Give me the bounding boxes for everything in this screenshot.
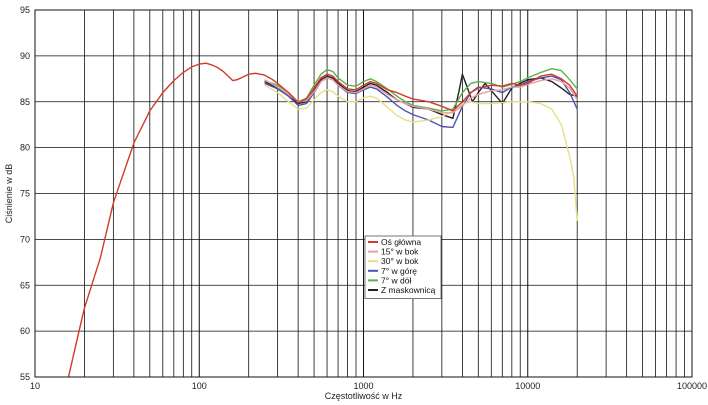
y-axis-title: Ciśnienie w dB bbox=[4, 164, 14, 224]
series-line bbox=[264, 67, 578, 112]
y-tick-label: 90 bbox=[20, 51, 30, 61]
legend-entry: 7° w górę bbox=[381, 266, 417, 276]
x-tick-label: 10 bbox=[30, 381, 40, 391]
legend-entry: 30° w bok bbox=[381, 256, 419, 266]
x-tick-label: 100 bbox=[192, 381, 207, 391]
series-line bbox=[264, 84, 578, 222]
y-tick-label: 55 bbox=[20, 372, 30, 382]
y-tick-label: 80 bbox=[20, 143, 30, 153]
y-tick-label: 95 bbox=[20, 5, 30, 15]
legend-entry: 15° w bok bbox=[381, 247, 419, 257]
tick-labels: 55 60 65 70 75 80 85 90 95 10 100 1000 10000 100000 bbox=[20, 5, 707, 391]
series-line bbox=[67, 62, 578, 378]
y-tick-label: 75 bbox=[20, 189, 30, 199]
plot-frame bbox=[34, 9, 693, 378]
series-group bbox=[67, 62, 578, 378]
x-axis-title: Częstotliwość w Hz bbox=[325, 391, 403, 401]
grid bbox=[34, 9, 692, 378]
legend-entry: 7° w dół bbox=[381, 275, 411, 285]
x-tick-label: 1000 bbox=[353, 381, 373, 391]
y-tick-label: 60 bbox=[20, 326, 30, 336]
y-tick-label: 65 bbox=[20, 280, 30, 290]
x-tick-label: 10000 bbox=[515, 381, 540, 391]
series-line bbox=[264, 77, 578, 114]
legend-entry: Oś główna bbox=[381, 237, 421, 247]
x-tick-label: 100000 bbox=[677, 381, 707, 391]
legend-box bbox=[364, 235, 442, 299]
legend-entry: Z maskownicą bbox=[381, 285, 436, 295]
y-tick-label: 70 bbox=[20, 234, 30, 244]
y-tick-label: 85 bbox=[20, 97, 30, 107]
